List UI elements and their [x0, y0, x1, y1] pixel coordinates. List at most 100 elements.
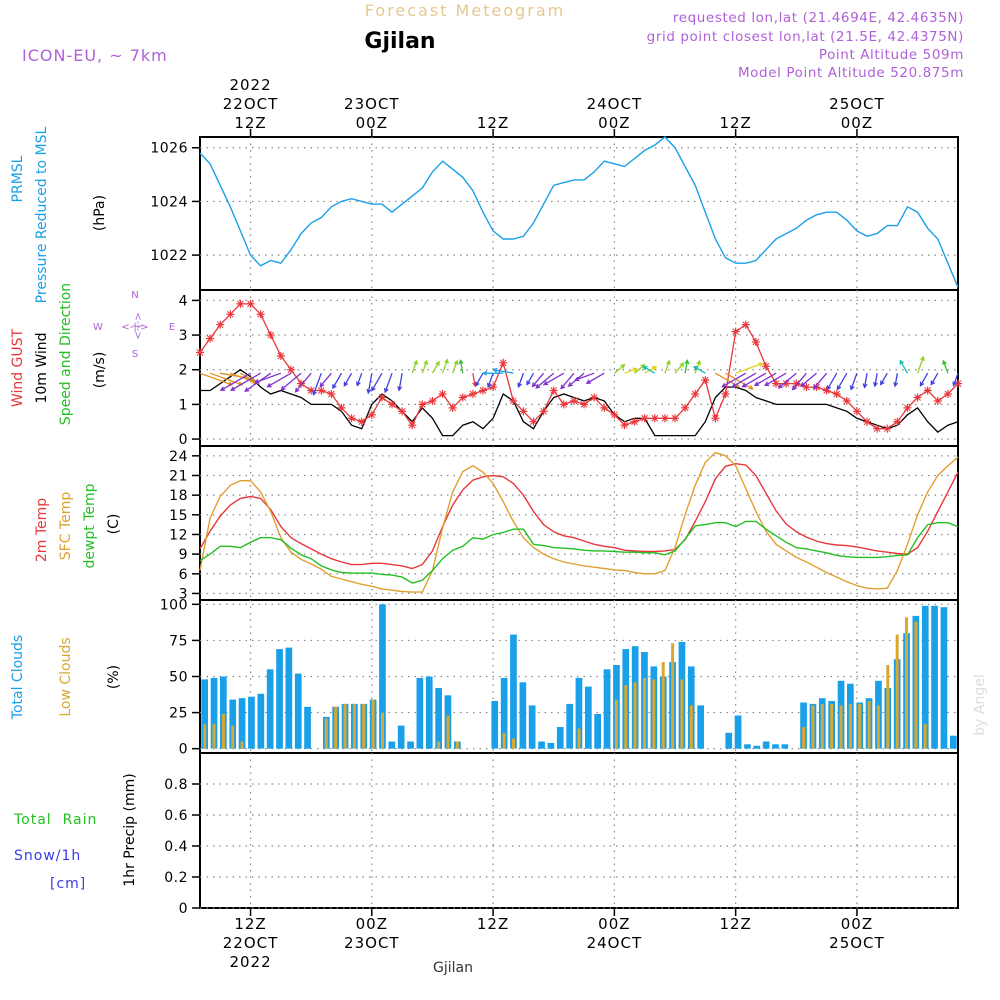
wind-gust-marker — [933, 396, 942, 405]
wind-gust-marker — [256, 310, 265, 319]
pressure-frame — [199, 136, 959, 291]
wind-gust-marker — [246, 299, 255, 308]
precip-labels: Total Rain Snow/1h [cm] 1hr Precip (mm) — [13, 773, 138, 892]
clouds-panel: 0 25 50 75 100 — [160, 597, 959, 758]
wind-gust-marker — [408, 421, 417, 430]
wind-gust-line — [199, 303, 959, 430]
total-cloud-bar — [725, 732, 733, 749]
total-cloud-bar — [734, 715, 742, 749]
compass-horizontal-arrows: <-|-> — [121, 322, 148, 333]
wind-direction-arrow — [624, 367, 638, 374]
low-cloud-bar — [221, 714, 225, 749]
temp-label-2m: 2m Temp — [34, 498, 50, 562]
wind-gust-marker — [468, 390, 477, 398]
wind-gust-marker — [266, 331, 275, 340]
wind-direction-arrow — [266, 372, 292, 388]
total-cloud-bar — [491, 701, 499, 749]
wind-gust-marker — [559, 400, 568, 409]
low-cloud-bar — [381, 712, 384, 749]
wind-gust-marker — [852, 407, 861, 416]
bottom-time-label: 25OCT — [829, 934, 885, 952]
chart-title: Forecast Meteogram — [365, 1, 565, 20]
low-cloud-bar — [352, 703, 356, 749]
wind-gust-marker — [792, 379, 801, 388]
top-time-label: 12Z — [477, 114, 509, 132]
low-cloud-bar — [858, 703, 862, 749]
wind-direction-arrow — [441, 358, 449, 374]
bottom-time-label: 00Z — [841, 915, 873, 933]
wind-gust-marker — [923, 386, 932, 395]
pressure-ytick-label: 1026 — [150, 141, 188, 157]
total-cloud-bar — [772, 744, 779, 749]
temp-frame — [199, 445, 959, 601]
wind-direction-arrow — [481, 370, 504, 376]
wind-label-10m: 10m Wind — [34, 332, 50, 403]
wind-gust-marker — [691, 390, 700, 398]
wind-direction-arrow — [421, 359, 429, 374]
precip-unit: 1hr Precip (mm) — [122, 773, 138, 886]
total-cloud-bar — [950, 735, 957, 749]
wind-gust-marker — [701, 376, 710, 385]
total-cloud-bar — [266, 669, 274, 749]
wind-direction-arrow — [486, 372, 494, 388]
wind-direction-arrow — [952, 372, 959, 387]
low-cloud-bar — [512, 738, 515, 749]
wind-gust-marker — [286, 365, 295, 374]
low-cloud-bar — [867, 701, 871, 749]
top-time-label: 00Z — [841, 114, 873, 132]
total-cloud-bar — [379, 604, 386, 749]
wind-gust-marker — [388, 400, 397, 409]
top-time-label: 12Z — [719, 114, 751, 132]
total-cloud-bar — [800, 702, 807, 749]
pressure-labels: PRMSL Pressure Reduced to MSL (hPa) — [10, 126, 108, 303]
wind-gust-marker — [458, 393, 467, 402]
compass-north: N — [131, 290, 138, 301]
low-cloud-bar — [680, 679, 684, 749]
wind-direction-arrow — [800, 372, 817, 387]
wind-label-gust: Wind GUST — [10, 328, 26, 407]
wind-gust-marker — [832, 390, 841, 398]
wind-gust-marker — [418, 400, 427, 409]
wind-direction-arrow — [332, 372, 343, 390]
wind-gust-marker — [913, 393, 922, 402]
wind-gust-marker — [650, 414, 659, 423]
wind-gust-marker — [711, 414, 720, 423]
wind-gust-marker — [600, 403, 609, 412]
low-cloud-bar — [839, 705, 843, 749]
low-cloud-bar — [231, 725, 235, 749]
total-cloud-bar — [566, 703, 573, 749]
wind-gust-marker — [660, 414, 669, 423]
wind-direction-arrow — [916, 355, 925, 374]
wind-gust-marker — [499, 358, 508, 367]
precip-ytick-label: 0 — [179, 901, 188, 917]
wind-gust-marker — [206, 334, 215, 343]
wind-gust-marker — [954, 379, 962, 388]
precip-label-rain: Total Rain — [13, 812, 97, 828]
compass-vertical-arrows: <-|-> — [132, 312, 143, 339]
wind-direction-arrow — [230, 372, 261, 391]
wind-direction-arrow — [664, 359, 671, 374]
bottom-time-label: 12Z — [477, 915, 509, 933]
wind-gust-marker — [943, 390, 952, 398]
total-cloud-bar — [294, 673, 302, 749]
wind-gust-marker — [590, 393, 599, 402]
low-cloud-bar — [437, 741, 441, 749]
clouds-unit: (%) — [106, 665, 122, 689]
clouds-label-low: Low Clouds — [58, 637, 74, 716]
wind-direction-arrow — [919, 372, 929, 387]
temp-ytick-label: 15 — [169, 508, 188, 524]
wind-direction-arrow — [371, 372, 383, 392]
wind-frame — [199, 289, 959, 447]
temp-ytick-label: 3 — [179, 586, 188, 602]
low-cloud-bar — [624, 685, 628, 749]
compass-east: E — [169, 322, 175, 333]
wind-direction-arrow — [731, 372, 757, 388]
wind-direction-arrow — [684, 359, 690, 374]
wind-gust-marker — [367, 410, 376, 419]
clouds-labels: Total Clouds Low Clouds (%) — [10, 635, 122, 720]
wind-direction-arrow — [826, 372, 838, 391]
total-cloud-bar — [248, 696, 255, 749]
wind-direction-arrow — [312, 372, 322, 396]
wind-gust-marker — [307, 386, 316, 395]
